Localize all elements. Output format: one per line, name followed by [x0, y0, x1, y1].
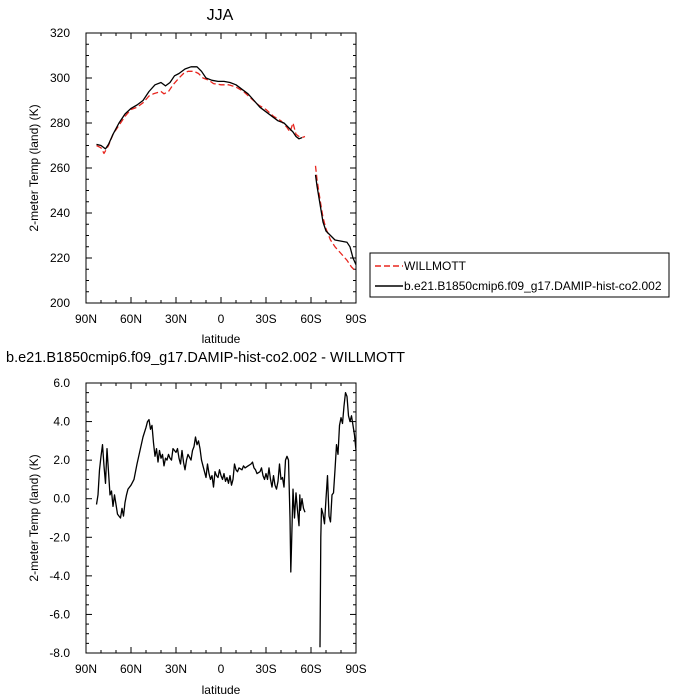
y-tick-label: 280: [50, 116, 70, 130]
series-lines: [95, 391, 357, 648]
x-tick-label: 30S: [255, 312, 276, 326]
x-tick-label: 90N: [75, 662, 97, 676]
y-tick-label: 220: [50, 251, 70, 265]
x-tick-label: 60N: [120, 662, 142, 676]
x-tick-label: 90N: [75, 312, 97, 326]
x-tick-label: 60N: [120, 312, 142, 326]
plot-area-frame: [85, 382, 357, 654]
chart-title: b.e21.B1850cmip6.f09_g17.DAMIP-hist-co2.…: [6, 350, 405, 366]
y-tick-label: -4.0: [49, 569, 70, 583]
legend-label-willmott: WILLMOTT: [404, 259, 467, 273]
y-tick-label: 6.0: [53, 376, 70, 390]
series-line-0-segment-0: [95, 418, 306, 573]
chart-title: JJA: [207, 7, 234, 24]
y-tick-label: 240: [50, 206, 70, 220]
y-tick-label: 320: [50, 26, 70, 40]
y-tick-label: 260: [50, 161, 70, 175]
series-line-0-segment-1: [319, 391, 357, 648]
y-tick-label: 300: [50, 71, 70, 85]
axis-ticks: 90N 60N 30N 0 30S 60S 90S -8.0 -6.0 -4.0 -2.0 0.0 2.…: [49, 376, 366, 676]
axis-ticks: 90N 60N 30N 0 30S 60S 90S 200 220 240 260 280 300 320: [50, 26, 367, 326]
x-tick-label: 60S: [300, 312, 321, 326]
series-line-0-segment-1: [314, 165, 357, 272]
y-tick-label: -2.0: [49, 530, 70, 544]
y-tick-label: 0.0: [53, 492, 70, 506]
series-line-1-segment-1: [314, 174, 357, 266]
y-tick-label: -8.0: [49, 646, 70, 660]
series-lines: [96, 66, 357, 272]
x-tick-label: 30N: [165, 662, 187, 676]
x-tick-label: 0: [218, 312, 225, 326]
series-line-0-segment-0: [96, 70, 306, 155]
legend: WILLMOTT b.e21.B1850cmip6.f09_g17.DAMIP-…: [369, 252, 670, 298]
x-tick-label: 30S: [255, 662, 276, 676]
y-tick-label: 4.0: [53, 415, 70, 429]
chart-top-jja: JJA 90N 60N 30N 0 30S 60S 90S 200 220 240 260 280 30…: [27, 7, 367, 346]
y-axis-label: 2-meter Temp (land) (K): [27, 104, 41, 231]
x-tick-label: 0: [218, 662, 225, 676]
chart-bottom-difference: b.e21.B1850cmip6.f09_g17.DAMIP-hist-co2.…: [6, 350, 405, 697]
y-tick-label: 200: [50, 296, 70, 310]
y-tick-label: 2.0: [53, 453, 70, 467]
x-tick-label: 30N: [165, 312, 187, 326]
x-tick-label: 60S: [300, 662, 321, 676]
x-axis-label: latitude: [202, 332, 241, 346]
y-tick-label: -6.0: [49, 607, 70, 621]
y-axis-label: 2-meter Temp (land) (K): [27, 454, 41, 581]
legend-label-model: b.e21.B1850cmip6.f09_g17.DAMIP-hist-co2.…: [404, 279, 662, 293]
x-tick-label: 90S: [345, 312, 366, 326]
x-axis-label: latitude: [202, 683, 241, 697]
x-tick-label: 90S: [345, 662, 366, 676]
legend-box: [369, 252, 670, 298]
series-line-1-segment-0: [96, 66, 303, 150]
